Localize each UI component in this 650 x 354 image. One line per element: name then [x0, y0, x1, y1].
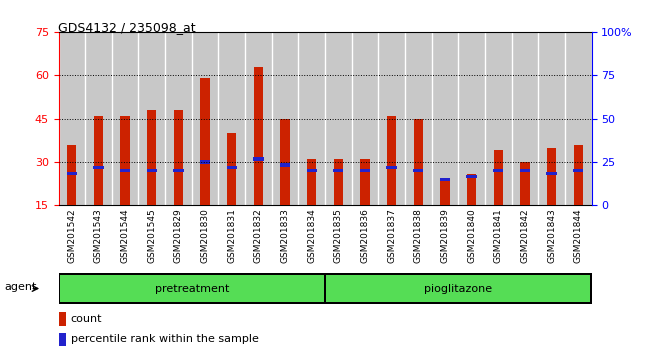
Bar [147, 169, 157, 172]
Bar [378, 32, 405, 205]
Bar [573, 169, 583, 172]
Bar [547, 172, 556, 175]
Bar [405, 32, 432, 205]
Text: pretreatment: pretreatment [155, 284, 229, 293]
Bar [120, 116, 130, 205]
Bar [458, 32, 485, 205]
Bar [387, 116, 396, 205]
Bar [360, 169, 370, 172]
Bar [432, 32, 458, 205]
Text: percentile rank within the sample: percentile rank within the sample [71, 335, 259, 344]
Bar [333, 159, 343, 205]
Bar [165, 32, 192, 205]
Bar [307, 169, 317, 172]
Bar [174, 110, 183, 205]
Bar [272, 32, 298, 205]
Text: count: count [71, 314, 102, 324]
Bar [138, 32, 165, 205]
Bar [218, 32, 245, 205]
Bar [85, 32, 112, 205]
Text: pioglitazone: pioglitazone [424, 284, 492, 293]
Text: agent: agent [5, 282, 37, 292]
Bar [352, 32, 378, 205]
Bar [325, 32, 352, 205]
Bar [413, 169, 423, 172]
Bar [94, 166, 103, 170]
Bar [565, 32, 592, 205]
Bar [227, 166, 237, 170]
Bar [67, 172, 77, 175]
Bar [387, 166, 396, 170]
Bar [174, 169, 183, 172]
Bar [94, 116, 103, 205]
Bar [520, 169, 530, 172]
Bar [60, 275, 324, 302]
Bar [493, 169, 503, 172]
Bar [440, 179, 450, 205]
Bar [520, 162, 530, 205]
Bar [467, 175, 476, 178]
Bar [147, 110, 157, 205]
Bar [245, 32, 272, 205]
Bar [58, 312, 66, 326]
Bar [512, 32, 538, 205]
Bar [547, 148, 556, 205]
Bar [360, 159, 370, 205]
Bar [192, 32, 218, 205]
Bar [200, 160, 210, 164]
Bar [200, 78, 210, 205]
Bar [298, 32, 325, 205]
Bar [326, 275, 590, 302]
Bar [67, 144, 77, 205]
Bar [254, 157, 263, 161]
Bar [307, 159, 317, 205]
Text: GDS4132 / 235098_at: GDS4132 / 235098_at [58, 21, 196, 34]
Bar [440, 178, 450, 181]
Bar [413, 119, 423, 205]
Bar [467, 173, 476, 205]
Bar [485, 32, 512, 205]
Bar [58, 333, 66, 346]
Bar [538, 32, 565, 205]
Bar [280, 119, 290, 205]
Bar [573, 144, 583, 205]
Bar [112, 32, 138, 205]
Bar [493, 150, 503, 205]
Bar [254, 67, 263, 205]
Bar [280, 163, 290, 167]
Bar [58, 32, 85, 205]
Bar [333, 169, 343, 172]
Bar [227, 133, 237, 205]
Bar [120, 169, 130, 172]
